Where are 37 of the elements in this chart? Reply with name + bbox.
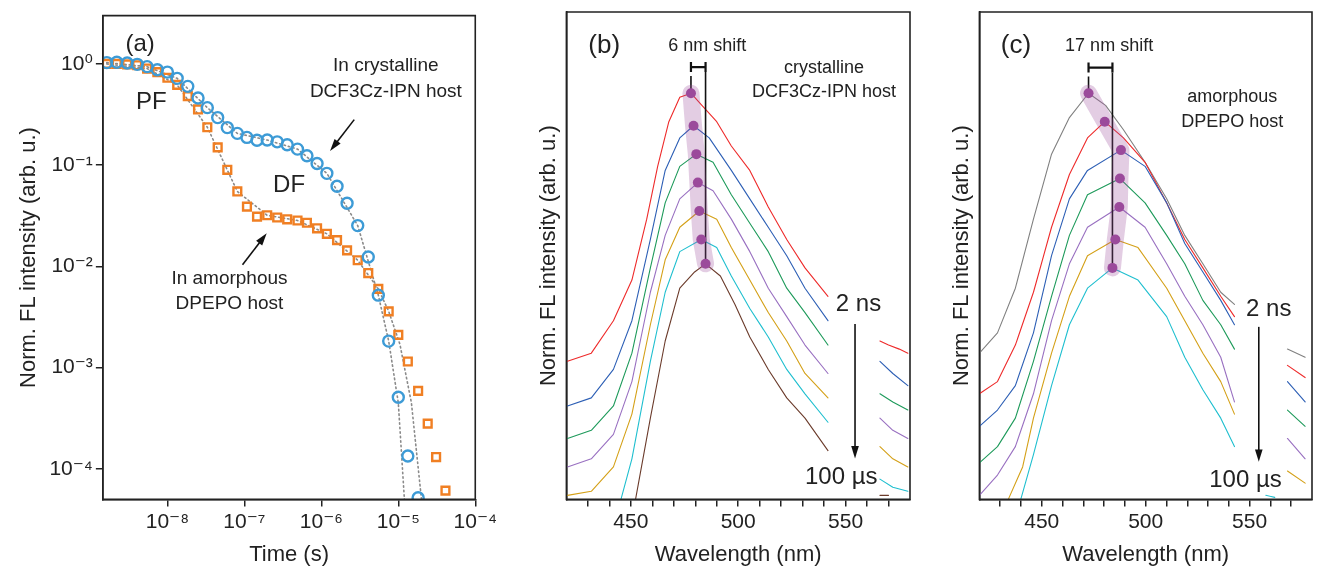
y-tick-label: 10⁻⁴: [49, 455, 93, 479]
y-axis-title: Norm. FL intensity (arb. u.): [15, 127, 41, 388]
annotation: crystalline DCF3Cz-IPN host: [752, 57, 897, 102]
x-tick-label: 10⁻⁷: [223, 508, 266, 532]
x-tick-label: 10⁻⁴: [453, 508, 497, 532]
x-tick-label: 450: [1024, 508, 1060, 532]
text: 17 nm shift: [1065, 35, 1154, 56]
y-axis-title: Norm. FL intensity (arb. u.): [948, 125, 974, 387]
x-axis-title: Wavelength (nm): [1062, 540, 1230, 566]
annotation: amorphous DPEPO host: [1181, 86, 1284, 131]
x-tick-label: 550: [828, 508, 864, 532]
annotation: 100 µs: [1209, 464, 1282, 492]
x-tick-label: 550: [1232, 508, 1268, 532]
annotation: (a): [125, 29, 155, 57]
annotation: 100 µs: [805, 462, 878, 490]
text: (c): [1000, 29, 1032, 60]
annotation: In crystalline DCF3Cz-IPN host: [309, 53, 463, 101]
x-tick-label: 500: [1128, 508, 1164, 532]
y-tick-label: 10⁻³: [51, 354, 93, 378]
x-tick-label: 500: [720, 508, 756, 532]
annotation: In amorphous DPEPO host: [171, 266, 288, 314]
y-tick-label: 10⁰: [61, 50, 93, 74]
annotation: DF: [273, 169, 306, 197]
annotation: PF: [135, 87, 167, 115]
x-tick-label: 450: [613, 508, 649, 532]
y-axis-title: Norm. FL intensity (arb. u.): [535, 125, 561, 387]
x-tick-label: 10⁻⁸: [145, 508, 190, 532]
y-tick-label: 10⁻²: [51, 253, 93, 277]
text: 6 nm shift: [668, 35, 747, 56]
y-tick-label: 10⁻¹: [51, 151, 93, 175]
x-tick-label: 10⁻⁶: [299, 508, 343, 532]
text: (b): [588, 29, 621, 60]
x-axis-title: Wavelength (nm): [654, 540, 822, 566]
annotation: 2 ns: [835, 289, 882, 317]
annotation: 2 ns: [1246, 293, 1292, 321]
x-tick-label: 10⁻⁵: [376, 508, 420, 532]
x-axis-title: Time (s): [249, 540, 329, 566]
